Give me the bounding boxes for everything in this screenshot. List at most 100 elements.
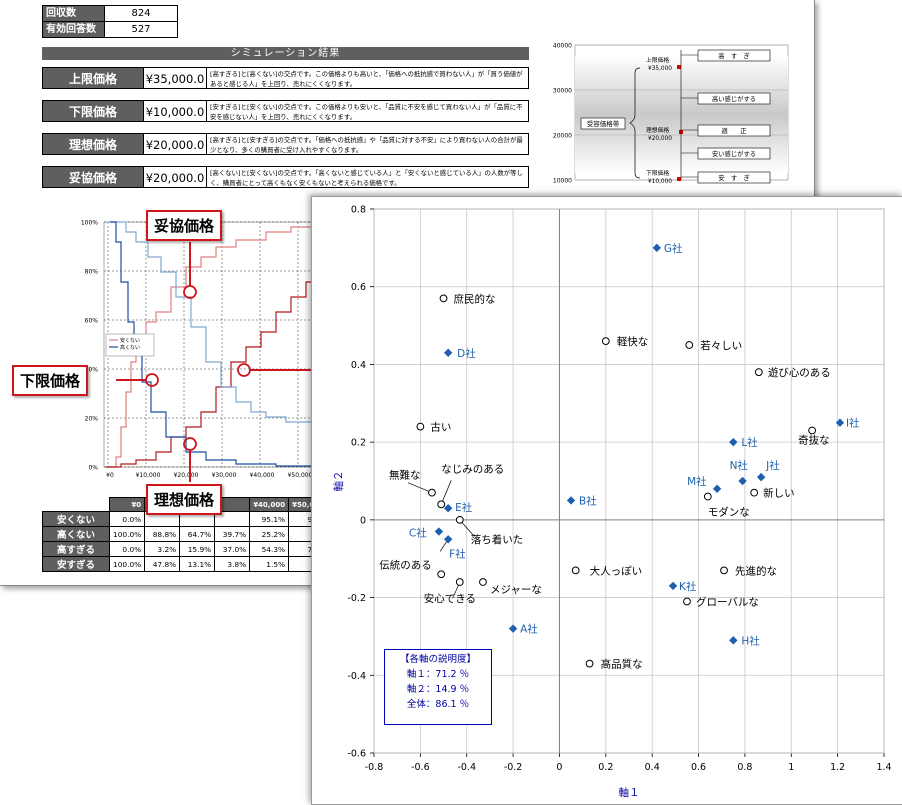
gauge-tick-label: 40000 bbox=[553, 43, 572, 50]
gauge-zone-box bbox=[697, 49, 771, 62]
attribute-point bbox=[683, 597, 691, 606]
psm-table-cell: 0.0% bbox=[108, 541, 146, 557]
gauge-lower-label: 下限価格 bbox=[646, 169, 669, 177]
lower-price-callout: 下限価格 bbox=[12, 365, 89, 396]
simulation-row-label: 下限価格 bbox=[42, 100, 144, 122]
correspondence-map-panel: -0.8 -0.6 -0.4 -0.2 0 0.2 0.4 0.6 0.8 1 1.2 1.4 -0.6… bbox=[311, 196, 902, 805]
label-leader-line bbox=[407, 482, 433, 493]
simulation-row-label: 理想価格 bbox=[42, 133, 144, 155]
simulation-row-description: [高くない]と[安くない]の交点です。「高くないと感じている人」と「安くないと感… bbox=[207, 166, 529, 188]
not-expensive-curve bbox=[108, 221, 315, 432]
psm-table-row-label: 安すぎる bbox=[42, 556, 110, 572]
attribute-label: 新しい bbox=[763, 487, 795, 500]
attribute-point bbox=[455, 578, 464, 586]
attribute-point bbox=[416, 422, 425, 431]
company-point bbox=[443, 504, 453, 513]
company-label: K社 bbox=[679, 580, 697, 593]
attribute-label: 奇抜な bbox=[798, 433, 830, 446]
gauge-marker bbox=[677, 65, 681, 69]
gauge-range-box bbox=[580, 117, 626, 130]
explanation-total: 全体：86.1 ％ bbox=[406, 699, 470, 710]
company-label: D社 bbox=[457, 347, 476, 360]
gauge-range-label: 受容価格帯 bbox=[587, 119, 620, 128]
gauge-zone-label: 適 正 bbox=[721, 126, 746, 135]
gauge-zone-box bbox=[697, 92, 771, 105]
psm-x-tick: ¥40,000 bbox=[250, 472, 275, 479]
attribute-label: 先進的な bbox=[735, 564, 777, 577]
psm-y-tick: 0% bbox=[88, 465, 98, 472]
attribute-point bbox=[720, 566, 728, 575]
y-tick-label: -0.6 bbox=[347, 749, 366, 760]
responses-row: 回収数 824 bbox=[42, 5, 178, 22]
psm-table-row-label: 高くない bbox=[42, 526, 110, 542]
y-tick-label: 0.4 bbox=[351, 360, 366, 371]
simulation-row: 理想価格 ¥20,000.0 [高すぎる]と[安すぎる]の交点です。「価格への抵抗感… bbox=[42, 133, 529, 155]
psm-table-cell: 88.8% bbox=[144, 526, 181, 542]
attribute-label: 高品質な bbox=[601, 658, 643, 671]
psm-table-cell: 64.7% bbox=[179, 526, 216, 542]
company-label: L社 bbox=[741, 436, 758, 449]
x-tick-label: 0.8 bbox=[737, 762, 752, 773]
psm-table-cell: 15.9% bbox=[179, 541, 216, 557]
company-label: N社 bbox=[730, 459, 749, 472]
simulation-row-price: ¥20,000.0 bbox=[144, 166, 207, 188]
psm-legend-label: 安くない bbox=[120, 337, 140, 344]
company-label: I社 bbox=[846, 417, 860, 430]
company-label: G社 bbox=[664, 242, 683, 255]
psm-table-row-label: 安くない bbox=[42, 511, 110, 527]
simulation-row: 上限価格 ¥35,000.0 [高すぎる]と[高くない]の交点です。この価格よりも高… bbox=[42, 67, 529, 89]
gauge-zone-label: 高 す ぎ bbox=[718, 51, 749, 60]
psm-table-cell: 100.0% bbox=[108, 526, 146, 542]
company-point bbox=[738, 476, 747, 486]
x-tick-label: 1 bbox=[788, 762, 794, 773]
attribute-label: 安心できる bbox=[424, 592, 476, 605]
gauge-zone-box bbox=[697, 124, 771, 137]
x-tick-label: 0 bbox=[556, 762, 562, 773]
too-cheap-curve bbox=[110, 221, 315, 467]
x-tick-label: -0.8 bbox=[365, 762, 384, 773]
gauge-zone-label: 安 す ぎ bbox=[718, 173, 749, 182]
attribute-point bbox=[808, 426, 817, 435]
psm-table-cell: 100.0% bbox=[108, 556, 146, 572]
x-tick-label: 0.2 bbox=[598, 762, 613, 773]
company-point bbox=[756, 472, 766, 482]
valid-responses-label: 有効回答数 bbox=[43, 22, 104, 37]
simulation-row: 妥協価格 ¥20,000.0 [高くない]と[安くない]の交点です。「高くないと感じ… bbox=[42, 166, 529, 188]
attribute-point bbox=[428, 488, 436, 497]
gauge-tick-label: 10000 bbox=[553, 178, 572, 185]
attribute-point bbox=[455, 515, 464, 524]
attribute-point bbox=[601, 337, 610, 346]
x-tick-label: 1.2 bbox=[830, 762, 845, 773]
company-label: A社 bbox=[520, 623, 538, 636]
gauge-range-brace bbox=[629, 67, 641, 179]
psm-table-row-label: 高すぎる bbox=[42, 541, 110, 557]
explanation-axis2: 軸２：14.9 ％ bbox=[406, 684, 470, 695]
simulation-row: 下限価格 ¥10,000.0 [安すぎる]と[安くない]の交点です。この価格よりも安… bbox=[42, 100, 529, 122]
psm-x-tick: ¥30,000 bbox=[212, 472, 237, 479]
x-tick-label: 1.4 bbox=[876, 762, 891, 773]
psm-table-cell: 3.8% bbox=[214, 556, 251, 572]
psm-y-tick: 60% bbox=[85, 318, 99, 325]
simulation-row-label: 上限価格 bbox=[42, 67, 144, 89]
psm-table-cell: 47.8% bbox=[144, 556, 181, 572]
gauge-ideal-label: 理想価格 bbox=[646, 126, 669, 134]
attribute-point bbox=[437, 570, 446, 579]
y-axis-title: 軸２ bbox=[332, 471, 345, 492]
psm-curve-chart: 100% 80% 60% 40% 20% 0% ¥0 ¥10,000 ¥20,000 ¥30,00… bbox=[76, 212, 316, 491]
explanation-axis1: 軸１：71.2 ％ bbox=[406, 669, 470, 680]
y-tick-label: 0.8 bbox=[351, 205, 366, 216]
y-tick-label: 0 bbox=[360, 515, 366, 526]
price-range-gauge: 40000 30000 20000 10000 受容価格帯 上限価格 ¥35,000 理想価格… bbox=[548, 40, 793, 190]
psm-y-tick: 40% bbox=[85, 367, 99, 374]
simulation-row-description: [高すぎる]と[高くない]の交点です。この価格よりも高いと、「価格への抵抗感で買… bbox=[207, 67, 529, 89]
attribute-label: モダンな bbox=[708, 506, 750, 519]
gauge-ideal-value: ¥20,000 bbox=[648, 136, 672, 142]
x-tick-label: -0.2 bbox=[504, 762, 523, 773]
y-tick-label: -0.4 bbox=[347, 671, 366, 682]
psm-table-cell: 3.2% bbox=[144, 541, 181, 557]
psm-y-tick: 20% bbox=[85, 416, 99, 423]
y-tick-label: 0.2 bbox=[351, 438, 366, 449]
